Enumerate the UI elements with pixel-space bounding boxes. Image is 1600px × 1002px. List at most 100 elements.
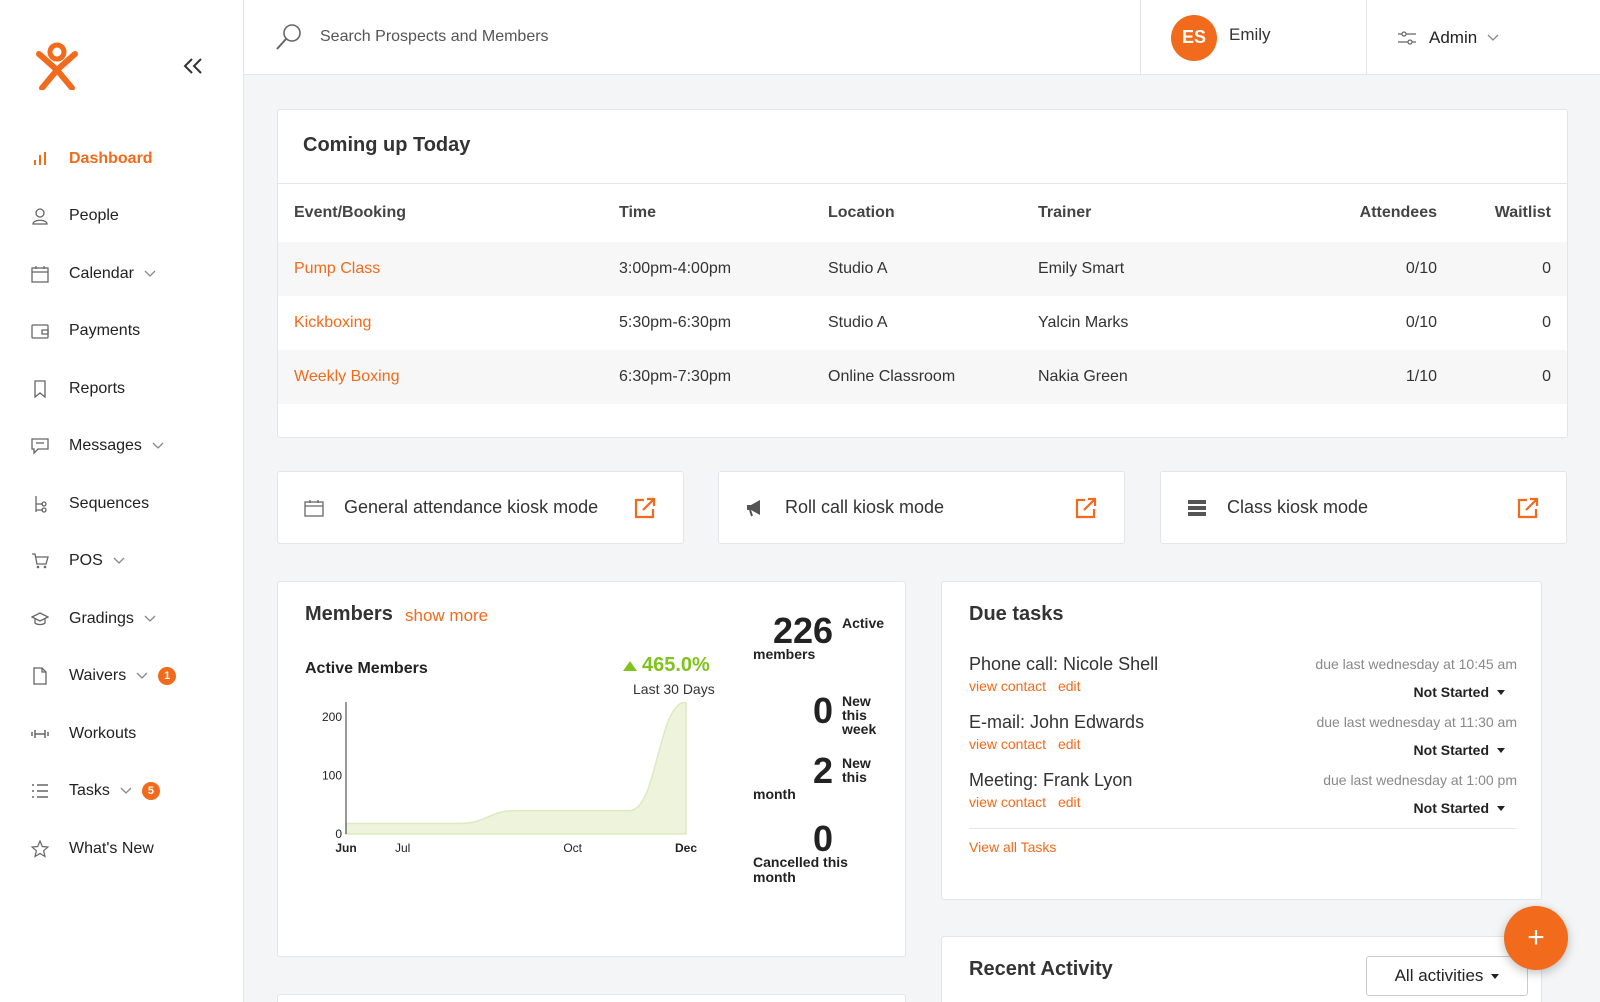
add-button[interactable]: +	[1504, 906, 1568, 970]
event-trainer: Yalcin Marks	[1038, 314, 1129, 331]
top-bar: ES Emily Admin	[244, 0, 1600, 75]
area-series	[345, 702, 687, 835]
sidebar-item-workouts[interactable]: Workouts	[0, 705, 243, 763]
task-status-dropdown[interactable]: Not Started	[1414, 800, 1505, 816]
view-contact-link[interactable]: view contact	[969, 736, 1047, 752]
sidebar-item-pos[interactable]: POS	[0, 533, 243, 591]
sidebar-item-people[interactable]: People	[0, 188, 243, 246]
sidebar-item-label: Dashboard	[69, 149, 153, 167]
activity-filter-dropdown[interactable]: All activities	[1366, 956, 1528, 996]
task-item: Phone call: Nicole Shell view contact ed…	[969, 654, 1517, 712]
person-icon	[30, 206, 50, 226]
graduation-cap-icon	[30, 609, 50, 629]
sidebar-item-label: POS	[69, 552, 103, 570]
change-period: Last 30 Days	[633, 681, 715, 697]
stat-value: 226	[773, 610, 834, 651]
view-all-tasks-link[interactable]: View all Tasks	[969, 839, 1057, 855]
general-attendance-kiosk-button[interactable]: General attendance kiosk mode	[277, 471, 684, 544]
task-due: due last wednesday at 10:45 am	[1315, 656, 1517, 672]
edit-link[interactable]: edit	[1057, 794, 1081, 810]
task-status-dropdown[interactable]: Not Started	[1414, 742, 1505, 758]
message-icon	[30, 436, 50, 456]
sidebar-item-sequences[interactable]: Sequences	[0, 475, 243, 533]
sidebar-item-reports[interactable]: Reports	[0, 360, 243, 418]
caret-down-icon	[1497, 805, 1505, 811]
table-header: Event/Booking Time Location Trainer Atte…	[278, 184, 1567, 242]
sidebar-item-gradings[interactable]: Gradings	[0, 590, 243, 648]
chevron-down-icon	[144, 615, 156, 622]
sidebar-item-dashboard[interactable]: Dashboard	[0, 130, 243, 188]
bookmark-icon	[30, 379, 50, 399]
y-tick-label: 200	[322, 710, 342, 724]
stat-value: 0	[813, 818, 834, 859]
column-header: Location	[828, 204, 895, 221]
event-trainer: Emily Smart	[1038, 260, 1125, 277]
sidebar-item-tasks[interactable]: Tasks 5	[0, 763, 243, 821]
sidebar-item-messages[interactable]: Messages	[0, 418, 243, 476]
task-status: Not Started	[1413, 800, 1489, 816]
event-location: Online Classroom	[828, 368, 956, 385]
sidebar: Dashboard People Calendar Payments Repor…	[0, 0, 244, 1002]
user-menu[interactable]: ES Emily	[1140, 0, 1366, 75]
list-icon	[30, 781, 50, 801]
roll-call-kiosk-button[interactable]: Roll call kiosk mode	[718, 471, 1125, 544]
event-location: Studio A	[828, 260, 888, 277]
sidebar-item-payments[interactable]: Payments	[0, 303, 243, 361]
task-status: Not Started	[1413, 684, 1489, 700]
table-row: Kickboxing 5:30pm-6:30pm Studio A Yalcin…	[278, 296, 1567, 350]
logo-icon[interactable]	[34, 42, 80, 90]
task-item: Meeting: Frank Lyon view contact edit du…	[969, 770, 1517, 828]
user-name: Emily	[1229, 24, 1271, 44]
stat-label: New	[842, 755, 871, 771]
column-header: Attendees	[1359, 204, 1437, 221]
task-links: view contact edit	[969, 736, 1089, 752]
sidebar-item-label: Waivers	[69, 667, 127, 685]
caret-down-icon	[1497, 689, 1505, 695]
sidebar-item-whats-new[interactable]: What's New	[0, 820, 243, 878]
caret-down-icon	[1491, 973, 1500, 979]
server-icon	[1187, 498, 1209, 518]
column-header: Event/Booking	[294, 204, 407, 221]
event-link[interactable]: Pump Class	[294, 260, 381, 277]
change-percent: 465.0%	[623, 654, 710, 677]
admin-menu[interactable]: Admin	[1366, 0, 1600, 75]
megaphone-icon	[745, 498, 767, 518]
card-title: Recent Activity	[969, 958, 1113, 980]
chevron-down-icon	[1487, 34, 1499, 41]
task-status-dropdown[interactable]: Not Started	[1414, 684, 1505, 700]
stat-label: month	[753, 786, 796, 802]
admin-label: Admin	[1429, 27, 1478, 47]
x-tick-label: Oct	[563, 841, 582, 855]
double-chevron-left-icon[interactable]	[180, 54, 206, 78]
task-name: E-mail: John Edwards	[969, 712, 1145, 732]
stat-label: week	[842, 721, 877, 737]
sidebar-item-label: What's New	[69, 839, 154, 857]
events-table: Event/Booking Time Location Trainer Atte…	[278, 184, 1567, 404]
bar-chart-icon	[30, 149, 50, 169]
event-link[interactable]: Weekly Boxing	[294, 368, 400, 385]
kiosk-label: Roll call kiosk mode	[785, 497, 945, 517]
sidebar-item-calendar[interactable]: Calendar	[0, 245, 243, 303]
cart-icon	[30, 551, 50, 571]
event-waitlist: 0	[1542, 314, 1551, 331]
x-tick-label: Jun	[335, 841, 356, 855]
avatar: ES	[1171, 14, 1217, 61]
event-link[interactable]: Kickboxing	[294, 314, 372, 331]
stat-label: Cancelled this	[753, 854, 848, 870]
view-contact-link[interactable]: view contact	[969, 678, 1047, 694]
view-contact-link[interactable]: view contact	[969, 794, 1047, 810]
class-kiosk-button[interactable]: Class kiosk mode	[1160, 471, 1567, 544]
chevron-down-icon	[144, 270, 156, 277]
chevron-down-icon	[152, 442, 164, 450]
sliders-icon	[1398, 30, 1416, 45]
active-members-chart: 0 100 200 Jun Jul Oct Dec	[322, 702, 697, 855]
event-waitlist: 0	[1542, 368, 1551, 385]
chart-title: Active Members	[305, 660, 428, 677]
edit-link[interactable]: edit	[1057, 736, 1081, 752]
edit-link[interactable]: edit	[1057, 678, 1081, 694]
wallet-icon	[30, 321, 50, 341]
task-name: Phone call: Nicole Shell	[969, 654, 1159, 674]
sidebar-item-waivers[interactable]: Waivers 1	[0, 648, 243, 706]
search-input[interactable]	[320, 28, 880, 46]
show-more-link[interactable]: show more	[405, 606, 489, 625]
